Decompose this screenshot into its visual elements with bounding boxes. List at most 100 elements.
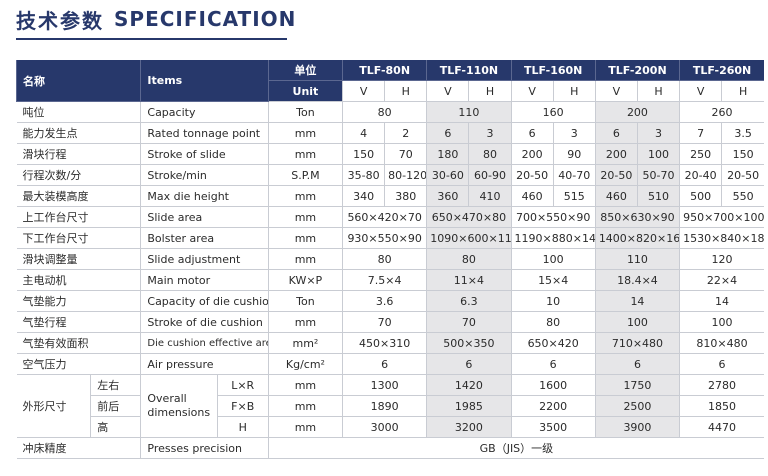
table-row: 主电动机 Main motor KW×P 7.5×4 11×4 15×4 18.… <box>16 269 764 291</box>
cell-value: GB（JIS）一级 <box>267 437 764 459</box>
table-row: 外形尺寸 左右 Overall dimensions L×R mm 1300 1… <box>16 374 764 438</box>
header-model: TLF-160N <box>510 60 596 81</box>
cell-value: 500×350 <box>426 332 512 354</box>
cell-value: 20-50 <box>721 164 764 186</box>
cell-value: 550 <box>721 185 764 207</box>
header-v: V <box>510 80 554 102</box>
cell-value: 7.5×4 <box>342 269 427 291</box>
table-row: 冲床精度 Presses precision GB（JIS）一级 <box>16 437 764 459</box>
row-label-cn: 空气压力 <box>16 353 141 375</box>
table-row: 高 H mm 3000 3200 3500 3900 4470 <box>17 416 764 438</box>
cell-value: 70 <box>426 311 512 333</box>
cell-value: 560×420×70 <box>342 206 427 228</box>
cell-value: 110 <box>426 101 512 123</box>
cell-value: 3.6 <box>342 290 427 312</box>
cell-value: 3000 <box>342 416 427 438</box>
row-label-cn: 滑块调整量 <box>16 248 141 270</box>
dims-sub-cn: 高 <box>90 416 141 438</box>
cell-value: 80 <box>468 143 512 165</box>
cell-value: 510 <box>636 185 680 207</box>
cell-value: 6 <box>510 353 596 375</box>
row-label-en: Capacity <box>140 101 269 123</box>
row-label-cn: 气垫能力 <box>16 290 141 312</box>
header-h: H <box>552 80 596 102</box>
cell-value: 2780 <box>679 374 764 396</box>
row-label-en: Bolster area <box>140 227 269 249</box>
header-h: H <box>721 80 764 102</box>
cell-value: 160 <box>510 101 596 123</box>
cell-value: 3900 <box>594 416 680 438</box>
cell-value: 1750 <box>594 374 680 396</box>
cell-value: 650×470×80 <box>426 206 512 228</box>
cell-value: 4470 <box>679 416 764 438</box>
cell-value: 80 <box>426 248 512 270</box>
cell-value: 15×4 <box>510 269 596 291</box>
title-underline <box>16 38 287 40</box>
cell-value: 1985 <box>426 395 512 417</box>
cell-value: 930×550×90 <box>342 227 427 249</box>
header-model: TLF-110N <box>426 60 512 81</box>
cell-value: 6 <box>594 353 680 375</box>
cell-value: 1400×820×160 <box>594 227 680 249</box>
cell-value: 810×480 <box>679 332 764 354</box>
row-label-cn: 下工作台尺寸 <box>16 227 141 249</box>
dims-axis: H <box>216 416 269 438</box>
row-label-cn: 最大装模高度 <box>16 185 141 207</box>
cell-value: 10 <box>510 290 596 312</box>
cell-value: 3.5 <box>721 122 764 144</box>
cell-value: 6 <box>679 353 764 375</box>
cell-value: 14 <box>594 290 680 312</box>
row-label-en: Stroke of die cushion <box>140 311 269 333</box>
cell-value: 2200 <box>510 395 596 417</box>
cell-value: 1300 <box>342 374 427 396</box>
row-unit: mm <box>267 416 343 438</box>
cell-value: 6 <box>342 353 427 375</box>
header-v: V <box>342 80 385 102</box>
table-row: 前后 F×B mm 1890 1985 2200 2500 1850 <box>17 395 764 417</box>
row-unit: mm <box>267 311 343 333</box>
cell-value: 14 <box>679 290 764 312</box>
row-unit: mm <box>267 122 343 144</box>
row-label-en: Slide adjustment <box>140 248 269 270</box>
cell-value: 250 <box>679 143 722 165</box>
cell-value: 3500 <box>510 416 596 438</box>
cell-value: 380 <box>384 185 427 207</box>
row-unit: KW×P <box>267 269 343 291</box>
row-label-cn: 上工作台尺寸 <box>16 206 141 228</box>
row-unit: mm <box>267 227 343 249</box>
row-label-en: Slide area <box>140 206 269 228</box>
header-unit-cn: 单位 <box>267 60 343 81</box>
cell-value: 950×700×100 <box>679 206 764 228</box>
cell-value: 11×4 <box>426 269 512 291</box>
table-row: 气垫行程 Stroke of die cushion mm 70 70 80 1… <box>16 311 764 333</box>
row-unit: S.P.M <box>267 164 343 186</box>
dims-label-cn: 外形尺寸 <box>16 374 91 438</box>
cell-value: 340 <box>342 185 385 207</box>
cell-value: 40-70 <box>552 164 596 186</box>
cell-value: 150 <box>342 143 385 165</box>
cell-value: 410 <box>468 185 512 207</box>
cell-value: 100 <box>594 311 680 333</box>
row-label-cn: 冲床精度 <box>16 437 141 459</box>
row-label-cn: 行程次数/分 <box>16 164 141 186</box>
cell-value: 100 <box>636 143 680 165</box>
cell-value: 2 <box>384 122 427 144</box>
cell-value: 18.4×4 <box>594 269 680 291</box>
page-title: 技术参数 SPECIFICATION <box>16 4 296 34</box>
cell-value: 7 <box>679 122 722 144</box>
cell-value: 100 <box>679 311 764 333</box>
table-row: 空气压力 Air pressure Kg/cm² 6 6 6 6 6 <box>16 353 764 375</box>
cell-value: 515 <box>552 185 596 207</box>
row-unit: mm <box>267 143 343 165</box>
table-row: 气垫有效面积 Die cushion effective area mm² 45… <box>16 332 764 354</box>
cell-value: 70 <box>342 311 427 333</box>
title-cn: 技术参数 <box>16 8 104 33</box>
row-unit: mm <box>267 185 343 207</box>
cell-value: 80 <box>342 101 427 123</box>
cell-value: 200 <box>594 143 638 165</box>
cell-value: 450×310 <box>342 332 427 354</box>
cell-value: 70 <box>384 143 427 165</box>
table-row: 行程次数/分 Stroke/min S.P.M 35-80 80-120 30-6… <box>16 164 764 186</box>
table-row: 上工作台尺寸 Slide area mm 560×420×70 650×470×… <box>16 206 764 228</box>
row-label-en: Rated tonnage point <box>140 122 269 144</box>
